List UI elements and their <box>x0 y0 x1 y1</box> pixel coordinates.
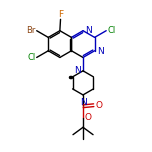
Text: F: F <box>58 10 63 19</box>
Text: O: O <box>85 113 92 122</box>
Text: N: N <box>80 98 86 107</box>
Text: N: N <box>97 47 104 56</box>
Text: N: N <box>74 66 81 75</box>
Text: Br: Br <box>27 26 36 35</box>
Text: N: N <box>85 26 92 35</box>
Text: O: O <box>95 101 102 110</box>
Text: Cl: Cl <box>107 26 115 35</box>
Text: Cl: Cl <box>28 53 36 62</box>
